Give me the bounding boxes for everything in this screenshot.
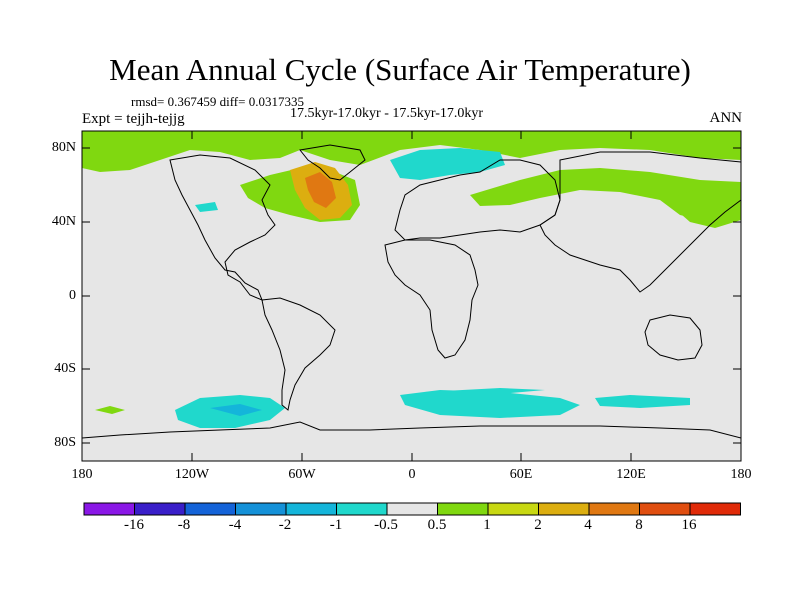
colorbar-swatch <box>184 502 236 516</box>
x-tick-label: 180 <box>730 467 752 482</box>
colorbar-label: -0.5 <box>374 517 398 533</box>
south-america-coast <box>261 297 336 411</box>
map-title: Mean Annual Cycle (Surface Air Temperatu… <box>109 52 691 87</box>
colorbar-label: 8 <box>635 517 643 533</box>
x-tick-label: 60W <box>288 467 316 482</box>
coastlines <box>82 144 741 439</box>
colorbar-swatch <box>134 502 186 516</box>
y-tick-label: 0 <box>69 288 76 303</box>
x-tick-label: 120E <box>616 467 646 482</box>
southern-ocean-indian-negative-region <box>595 395 690 408</box>
europe-coast <box>394 159 561 241</box>
colorbar-label: -2 <box>278 517 292 533</box>
north-america-coast <box>169 154 276 301</box>
colorbar-label: 2 <box>534 517 542 533</box>
colorbar-swatch <box>386 502 438 516</box>
colorbar-label: 1 <box>483 517 491 533</box>
greenland-coast <box>299 144 366 181</box>
anomaly-fields <box>82 131 741 428</box>
axis-ticks <box>82 131 741 461</box>
west-siberia-positive-region <box>470 168 741 222</box>
colorbar-swatch <box>487 502 539 516</box>
y-tick-label: 80N <box>51 140 76 155</box>
y-tick-label: 40S <box>54 361 76 376</box>
season-label: ANN <box>709 110 743 126</box>
colorbar-swatch <box>285 502 337 516</box>
colorbar-swatch <box>83 502 135 516</box>
africa-coast <box>384 239 479 359</box>
colorbar-swatch <box>689 502 741 516</box>
antarctic-positive-blob <box>95 406 125 414</box>
period-label: 17.5kyr-17.0kyr - 17.5kyr-17.0kyr <box>290 106 484 121</box>
colorbar-swatch <box>588 502 640 516</box>
antarctic-coast-negative-band <box>425 388 545 394</box>
x-tick-label: 0 <box>408 467 416 482</box>
north-america-negative-blob <box>195 202 218 212</box>
colorbar-label: -1 <box>329 517 343 533</box>
colorbar-label: -8 <box>177 517 191 533</box>
stats-label: rmsd= 0.367459 diff= 0.0317335 <box>131 94 304 109</box>
colorbar-swatch <box>235 502 287 516</box>
colorbar-swatch <box>639 502 691 516</box>
y-tick-label: 80S <box>54 435 76 450</box>
x-tick-label: 180 <box>71 467 93 482</box>
colorbar-swatch <box>336 502 388 516</box>
colorbar-swatch <box>538 502 590 516</box>
experiment-label: Expt = tejjh-tejjg <box>82 111 185 127</box>
southern-ocean-pacific-core <box>210 404 262 416</box>
colorbar-label: -4 <box>228 517 242 533</box>
asia-coast <box>539 151 741 293</box>
antarctica-coast <box>82 421 741 439</box>
x-tick-label: 60E <box>509 467 533 482</box>
north-atlantic-peak-region <box>305 172 336 208</box>
y-tick-label: 40N <box>51 214 76 229</box>
colorbar-swatch <box>437 502 489 516</box>
x-tick-label: 120W <box>174 467 210 482</box>
colorbar-label: 16 <box>681 517 697 533</box>
colorbar-label: -16 <box>124 517 144 533</box>
colorbar-label: 0.5 <box>427 517 447 533</box>
southern-ocean-atlantic-negative-region <box>400 390 580 418</box>
east-asia-positive-region <box>665 186 741 228</box>
colorbar-label: 4 <box>584 517 592 533</box>
arctic-positive-region <box>82 131 741 172</box>
australia-coast <box>644 314 703 361</box>
scandinavia-negative-region <box>390 148 505 180</box>
